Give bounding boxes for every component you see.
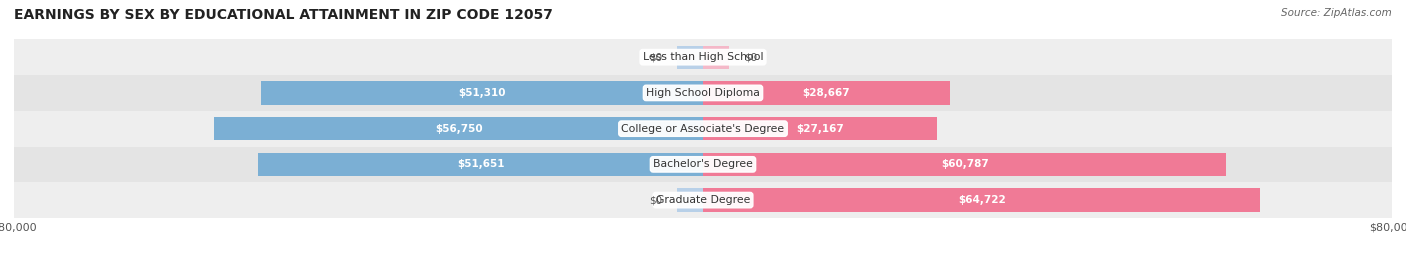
Bar	[259, 153, 703, 176]
Text: Less than High School: Less than High School	[643, 52, 763, 62]
Bar	[703, 81, 950, 105]
Bar	[678, 46, 703, 69]
Text: $0: $0	[744, 52, 756, 62]
Text: Source: ZipAtlas.com: Source: ZipAtlas.com	[1281, 8, 1392, 18]
Text: High School Diploma: High School Diploma	[647, 88, 759, 98]
Bar	[14, 182, 1392, 218]
Text: $51,651: $51,651	[457, 159, 505, 169]
Text: $27,167: $27,167	[796, 124, 844, 134]
Bar	[678, 188, 703, 212]
Text: $60,787: $60,787	[941, 159, 988, 169]
Text: College or Associate's Degree: College or Associate's Degree	[621, 124, 785, 134]
Bar	[214, 117, 703, 140]
Text: $51,310: $51,310	[458, 88, 506, 98]
Text: Bachelor's Degree: Bachelor's Degree	[652, 159, 754, 169]
Text: Graduate Degree: Graduate Degree	[655, 195, 751, 205]
Bar	[703, 117, 936, 140]
Text: EARNINGS BY SEX BY EDUCATIONAL ATTAINMENT IN ZIP CODE 12057: EARNINGS BY SEX BY EDUCATIONAL ATTAINMEN…	[14, 8, 553, 22]
Text: $0: $0	[650, 52, 662, 62]
Bar	[262, 81, 703, 105]
Bar	[14, 75, 1392, 111]
Text: $56,750: $56,750	[434, 124, 482, 134]
Bar	[703, 153, 1226, 176]
Text: $64,722: $64,722	[957, 195, 1005, 205]
Bar	[703, 188, 1260, 212]
Bar	[703, 46, 728, 69]
Bar	[14, 147, 1392, 182]
Text: $28,667: $28,667	[803, 88, 851, 98]
Text: $0: $0	[650, 195, 662, 205]
Bar	[14, 39, 1392, 75]
Bar	[14, 111, 1392, 147]
